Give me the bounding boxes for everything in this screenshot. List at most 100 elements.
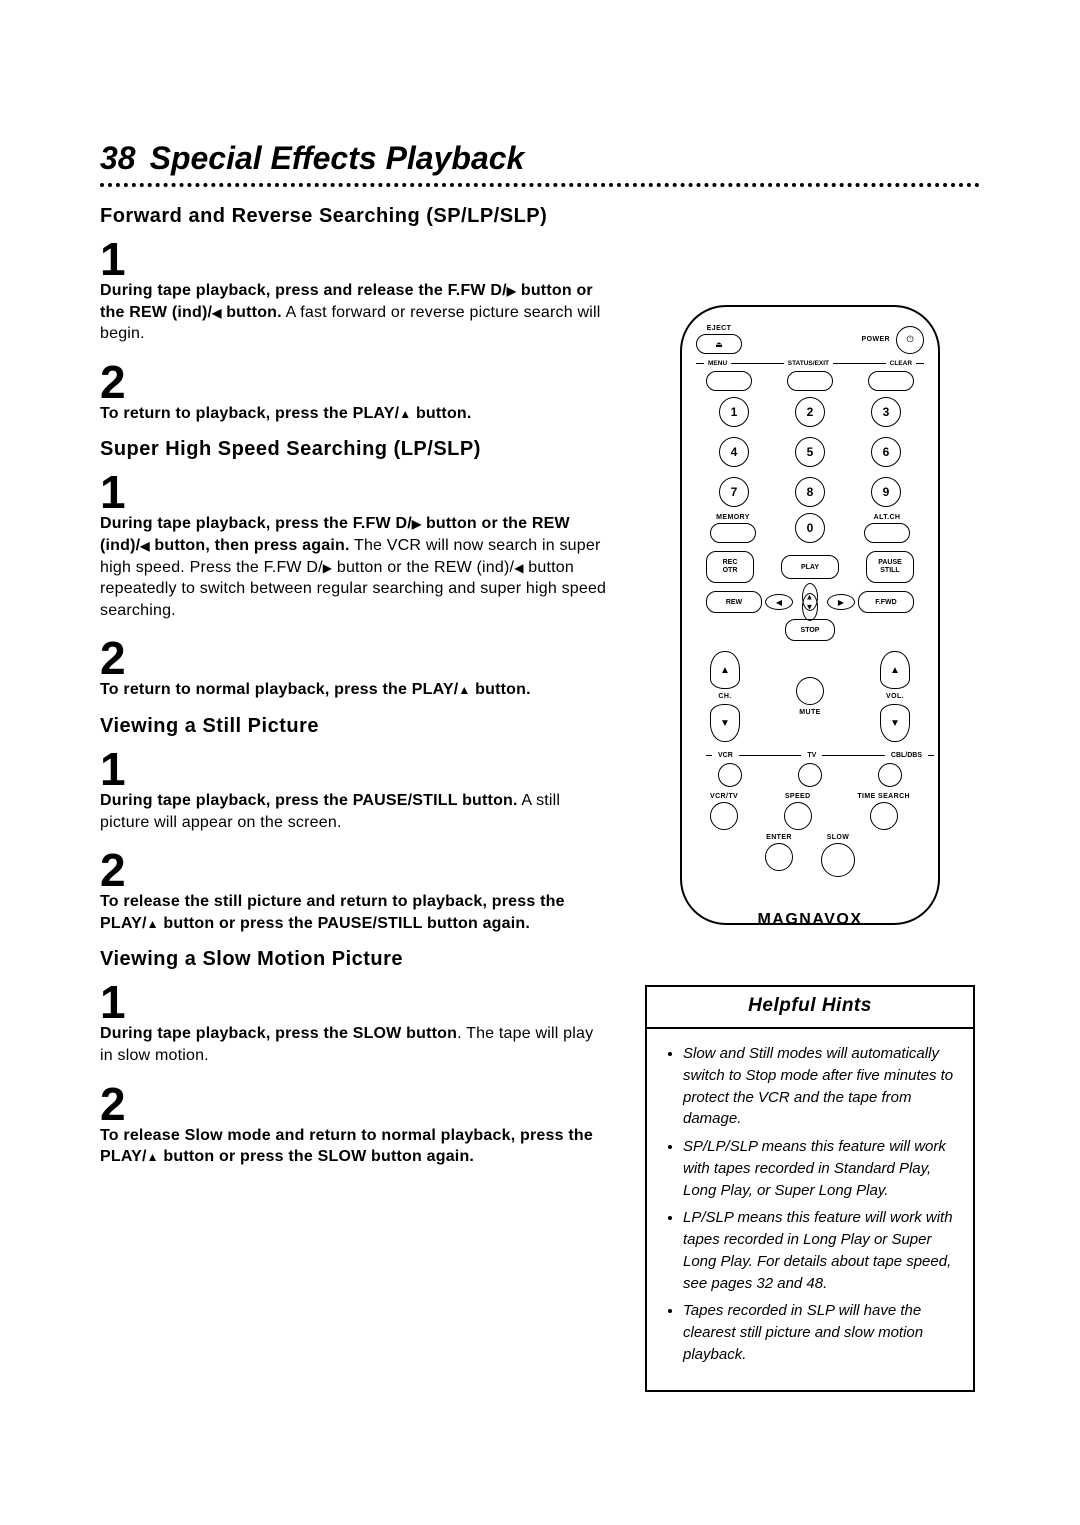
- ch-down-button: ▼: [710, 704, 740, 742]
- rec-label-1: REC: [723, 559, 738, 567]
- slow-step-1-text: During tape playback, press the SLOW but…: [100, 1023, 610, 1066]
- forward-step-2-num: 2: [100, 359, 610, 405]
- mute-col: MUTE: [796, 677, 824, 716]
- hint-4: Tapes recorded in SLP will have the clea…: [683, 1300, 957, 1365]
- up-tri-icon: ▲: [720, 665, 730, 676]
- transport-row: REW ◀ ▲ ▼ ▶ F.FWD: [696, 589, 924, 615]
- key-9: 9: [871, 477, 901, 507]
- instructions-column: Forward and Reverse Searching (SP/LP/SLP…: [100, 205, 610, 1182]
- number-keypad: 1 2 3 4 5 6 7 8 9: [710, 397, 910, 507]
- right-tri-icon: ▶: [507, 284, 516, 298]
- mute-button: [796, 677, 824, 705]
- still-step-2-num: 2: [100, 847, 610, 893]
- key-0: 0: [795, 513, 825, 543]
- super-s1a: During tape playback, press the F.FW D/: [100, 515, 412, 532]
- tv-button: [798, 763, 822, 787]
- key-8: 8: [795, 477, 825, 507]
- up-tri-icon: ▲: [147, 917, 159, 931]
- menu-label: MENU: [708, 360, 727, 367]
- func-row-1: VCR/TV SPEED TIME SEARCH: [710, 793, 910, 830]
- key-4: 4: [719, 437, 749, 467]
- forward-step-2-text: To return to playback, press the PLAY/▲ …: [100, 403, 610, 425]
- ch-col: ▲ CH. ▼: [710, 651, 740, 742]
- joy-right: ▶: [827, 594, 855, 610]
- still-s2b: button or press the PAUSE/STILL button a…: [159, 915, 530, 932]
- rec-label-2: OTR: [723, 567, 738, 575]
- play-button: PLAY: [781, 555, 839, 579]
- slow-s2b: button or press the SLOW button again.: [159, 1148, 474, 1165]
- remote-control-diagram: EJECT ⏏ POWER ⏻ MENU STATUS/EXIT CLEAR: [680, 305, 940, 925]
- hints-body: Slow and Still modes will automatically …: [647, 1029, 973, 1390]
- still-step-2-text: To release the still picture and return …: [100, 891, 610, 934]
- memory-label: MEMORY: [716, 514, 750, 521]
- power-label: POWER: [862, 336, 890, 343]
- timesearch-col: TIME SEARCH: [857, 793, 910, 830]
- statusexit-label: STATUS/EXIT: [788, 360, 829, 367]
- key-3: 3: [871, 397, 901, 427]
- altch-col: ALT.CH: [864, 514, 910, 543]
- joy-left: ◀: [765, 594, 793, 610]
- slow-step-1-num: 1: [100, 979, 610, 1025]
- ch-up-button: ▲: [710, 651, 740, 689]
- hints-head: Helpful Hints: [647, 987, 973, 1029]
- timesearch-button: [870, 802, 898, 830]
- key-6: 6: [871, 437, 901, 467]
- right-column: EJECT ⏏ POWER ⏻ MENU STATUS/EXIT CLEAR: [640, 305, 980, 1392]
- super-s1c: button, then press again.: [150, 537, 350, 554]
- down-tri-icon: ▼: [720, 718, 730, 729]
- forward-head: Forward and Reverse Searching (SP/LP/SLP…: [100, 205, 610, 228]
- forward-s1c: button.: [222, 304, 282, 321]
- key-2: 2: [795, 397, 825, 427]
- hint-1: Slow and Still modes will automatically …: [683, 1043, 957, 1130]
- stop-label: STOP: [801, 627, 820, 634]
- still-step-1-text: During tape playback, press the PAUSE/ST…: [100, 790, 610, 833]
- content-columns: Forward and Reverse Searching (SP/LP/SLP…: [100, 205, 980, 1392]
- right-tri-icon: ▶: [838, 598, 844, 607]
- up-tri-icon: ▲: [399, 407, 411, 421]
- ffwd-label: F.FWD: [875, 599, 896, 606]
- device-rule: VCR TV CBL/DBS: [706, 752, 934, 759]
- device-buttons-row: [696, 761, 924, 787]
- hint-3: LP/SLP means this feature will work with…: [683, 1207, 957, 1294]
- tv-label: TV: [807, 752, 816, 759]
- vcrtv-button: [710, 802, 738, 830]
- rec-button: RECOTR: [706, 551, 754, 583]
- left-tri-icon: ◀: [514, 561, 523, 575]
- still-head: Viewing a Still Picture: [100, 715, 610, 738]
- rec-play-pause-row: RECOTR PLAY PAUSESTILL: [706, 551, 914, 583]
- super-step-2-num: 2: [100, 635, 610, 681]
- still-step-1-num: 1: [100, 746, 610, 792]
- eject-col: EJECT ⏏: [696, 325, 742, 354]
- altch-label: ALT.CH: [874, 514, 901, 521]
- title-row: 38 Special Effects Playback: [100, 140, 980, 177]
- forward-s2b: button.: [411, 405, 471, 422]
- vcr-button: [718, 763, 742, 787]
- slow-label: SLOW: [827, 834, 850, 841]
- eject-icon: ⏏: [715, 340, 723, 349]
- pause-button: PAUSESTILL: [866, 551, 914, 583]
- ch-label: CH.: [718, 693, 731, 700]
- timesearch-label: TIME SEARCH: [857, 793, 910, 800]
- power-icon: ⏻: [906, 334, 913, 345]
- hint-2: SP/LP/SLP means this feature will work w…: [683, 1136, 957, 1201]
- speed-label: SPEED: [785, 793, 811, 800]
- super-s1e: button or the REW (ind)/: [332, 559, 514, 576]
- memory-button: [710, 523, 756, 543]
- super-step-1-num: 1: [100, 469, 610, 515]
- slow-s1a: During tape playback, press the SLOW but…: [100, 1025, 457, 1042]
- key-7: 7: [719, 477, 749, 507]
- up-tri-icon: ▲: [147, 1150, 159, 1164]
- menu-buttons-row: [696, 371, 924, 391]
- down-tri-icon: ▼: [890, 718, 900, 729]
- clear-label: CLEAR: [890, 360, 912, 367]
- memory-row: MEMORY 0 ALT.CH: [710, 513, 910, 543]
- menu-rule: MENU STATUS/EXIT CLEAR: [696, 360, 924, 367]
- rule-seg: [833, 363, 886, 364]
- right-tri-icon: ▶: [412, 517, 421, 531]
- rule-seg: [739, 755, 802, 756]
- rule-seg: [696, 363, 704, 364]
- super-step-1-text: During tape playback, press the F.FW D/▶…: [100, 513, 610, 621]
- stop-button: STOP: [785, 619, 835, 641]
- enter-label: ENTER: [766, 834, 792, 841]
- mute-label: MUTE: [799, 709, 820, 716]
